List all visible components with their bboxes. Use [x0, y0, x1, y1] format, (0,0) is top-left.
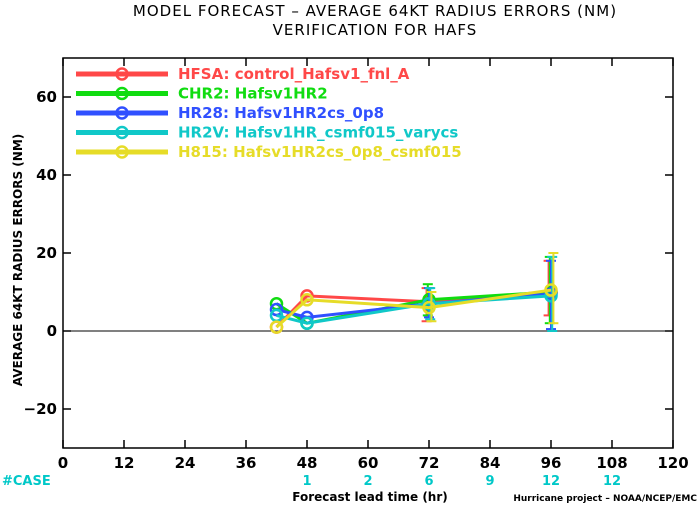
legend-marker — [115, 125, 129, 140]
data-point — [300, 316, 314, 330]
x-tick-label: 96 — [541, 454, 562, 472]
x-tick-label: 120 — [657, 454, 688, 472]
legend-label: CHR2: Hafsv1HR2 — [178, 85, 328, 103]
data-point — [544, 283, 558, 297]
y-axis-label: AVERAGE 64KT RADIUS ERRORS (NM) — [11, 134, 25, 386]
chart-subtitle: VERIFICATION FOR HAFS — [273, 21, 478, 39]
case-count: 2 — [363, 474, 372, 489]
case-count: 12 — [603, 474, 621, 489]
x-tick-label: 36 — [236, 454, 257, 472]
x-tick-label: 60 — [358, 454, 379, 472]
series-line — [275, 288, 552, 329]
legend-label: H815: Hafsv1HR2cs_0p8_csmf015 — [178, 143, 462, 161]
data-point — [269, 302, 284, 317]
case-count: 6 — [424, 474, 433, 489]
case-count: 1 — [302, 474, 311, 489]
x-tick-label: 12 — [114, 454, 135, 472]
y-tick-label: −20 — [24, 400, 57, 418]
legend-marker — [115, 106, 129, 120]
x-tick-label: 24 — [175, 454, 196, 472]
legend-marker — [115, 67, 129, 81]
y-tick-label: 60 — [36, 88, 57, 106]
x-tick-label: 0 — [58, 454, 68, 472]
legend-marker — [115, 145, 129, 159]
data-point — [269, 320, 284, 334]
case-count: 9 — [485, 474, 494, 489]
credit-text: Hurricane project – NOAA/NCEP/EMC — [513, 494, 697, 504]
x-tick-label: 108 — [596, 454, 627, 472]
case-count: 12 — [542, 474, 560, 489]
legend-label: HFSA: control_Hafsv1_fnl_A — [178, 65, 410, 83]
data-point — [422, 300, 436, 315]
legend-label: HR2V: Hafsv1HR_csmf015_varycs — [178, 124, 458, 142]
legend-marker — [115, 86, 129, 101]
y-tick-label: 40 — [36, 166, 57, 184]
x-tick-label: 48 — [297, 454, 318, 472]
case-label: #CASE — [2, 474, 51, 489]
chart-title: MODEL FORECAST – AVERAGE 64KT RADIUS ERR… — [133, 2, 617, 20]
x-axis-label: Forecast lead time (hr) — [292, 490, 448, 504]
y-tick-label: 0 — [47, 322, 57, 340]
x-tick-label: 72 — [419, 454, 440, 472]
data-point — [300, 293, 314, 307]
y-tick-label: 20 — [36, 244, 57, 262]
legend-label: HR28: Hafsv1HR2cs_0p8 — [178, 104, 384, 122]
x-tick-label: 84 — [480, 454, 501, 472]
